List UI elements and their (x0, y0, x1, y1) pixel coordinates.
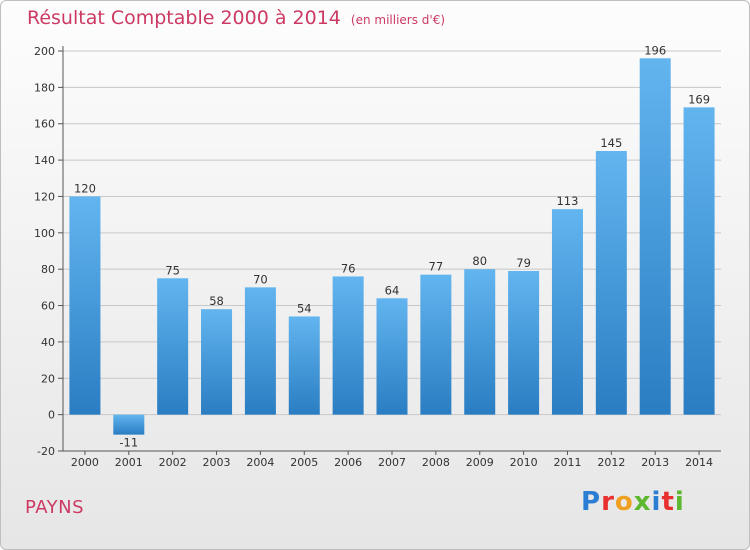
x-tick-label: 2001 (115, 456, 143, 469)
y-tick-label: -20 (37, 445, 55, 458)
y-tick-label: 60 (41, 300, 55, 313)
x-tick-label: 2002 (159, 456, 187, 469)
y-tick-label: 20 (41, 372, 55, 385)
bar-2006 (332, 276, 364, 415)
bar-2003 (201, 309, 233, 415)
value-label-2009: 80 (472, 254, 487, 268)
value-label-2011: 113 (556, 194, 578, 208)
value-label-2006: 76 (341, 261, 356, 275)
y-tick-label: 180 (34, 81, 55, 94)
value-label-2014: 169 (688, 92, 710, 106)
bar-2008 (420, 274, 452, 415)
value-label-2004: 70 (253, 272, 268, 286)
value-label-2001: -11 (119, 436, 138, 450)
bar-2000 (69, 196, 101, 415)
x-tick-label: 2009 (466, 456, 494, 469)
x-tick-label: 2000 (71, 456, 99, 469)
bar-2013 (639, 58, 671, 415)
x-tick-label: 2004 (246, 456, 274, 469)
y-tick-label: 200 (34, 45, 55, 58)
proxiti-logo: Proxiti (581, 487, 685, 517)
logo-letter: x (633, 487, 652, 517)
y-tick-label: 40 (41, 336, 55, 349)
bar-2009 (464, 269, 496, 415)
value-label-2010: 79 (516, 256, 531, 270)
bar-2012 (595, 151, 627, 415)
value-label-2012: 145 (600, 136, 622, 150)
bar-2014 (683, 107, 715, 415)
logo-letter: t (661, 487, 675, 517)
bar-2010 (508, 271, 540, 415)
value-label-2002: 75 (165, 263, 180, 277)
x-tick-label: 2014 (685, 456, 713, 469)
chart-title: Résultat Comptable 2000 à 2014 (en millie… (27, 7, 445, 29)
bar-2011 (551, 209, 583, 415)
x-tick-label: 2006 (334, 456, 362, 469)
label-layer: -20 0 20 40 60 80 100 120 140 160 180 200 2000 120 200… (34, 43, 713, 469)
x-tick-label: 2003 (203, 456, 231, 469)
value-label-2005: 54 (297, 301, 312, 315)
logo-letter: i (674, 487, 685, 517)
x-tick-label: 2012 (597, 456, 625, 469)
bar-2005 (288, 316, 320, 415)
bar-2007 (376, 298, 408, 415)
logo-letter: P (581, 487, 602, 517)
value-label-2007: 64 (385, 283, 400, 297)
logo-letter: o (614, 487, 634, 517)
chart-title-text: Résultat Comptable 2000 à 2014 (27, 7, 341, 29)
x-tick-label: 2005 (290, 456, 318, 469)
logo-letter: i (651, 487, 662, 517)
bar-layer (69, 58, 715, 435)
y-tick-label: 160 (34, 118, 55, 131)
value-label-2013: 196 (644, 43, 666, 57)
x-tick-label: 2007 (378, 456, 406, 469)
location-label: PAYNS (25, 497, 85, 518)
y-tick-label: 100 (34, 227, 55, 240)
y-tick-label: 140 (34, 154, 55, 167)
value-label-2008: 77 (429, 260, 444, 274)
bar-2002 (157, 278, 189, 415)
x-tick-label: 2008 (422, 456, 450, 469)
bar-2001 (113, 414, 145, 435)
bar-2004 (244, 287, 276, 415)
y-tick-label: 120 (34, 190, 55, 203)
y-tick-label: 0 (48, 409, 55, 422)
x-tick-label: 2013 (641, 456, 669, 469)
axis-layer (58, 46, 721, 455)
x-tick-label: 2011 (553, 456, 581, 469)
logo-letter: r (601, 487, 615, 517)
x-tick-label: 2010 (510, 456, 538, 469)
value-label-2003: 58 (209, 294, 224, 308)
y-tick-label: 80 (41, 263, 55, 276)
chart-subtitle: (en milliers d'€) (350, 13, 446, 27)
value-label-2000: 120 (74, 181, 96, 195)
